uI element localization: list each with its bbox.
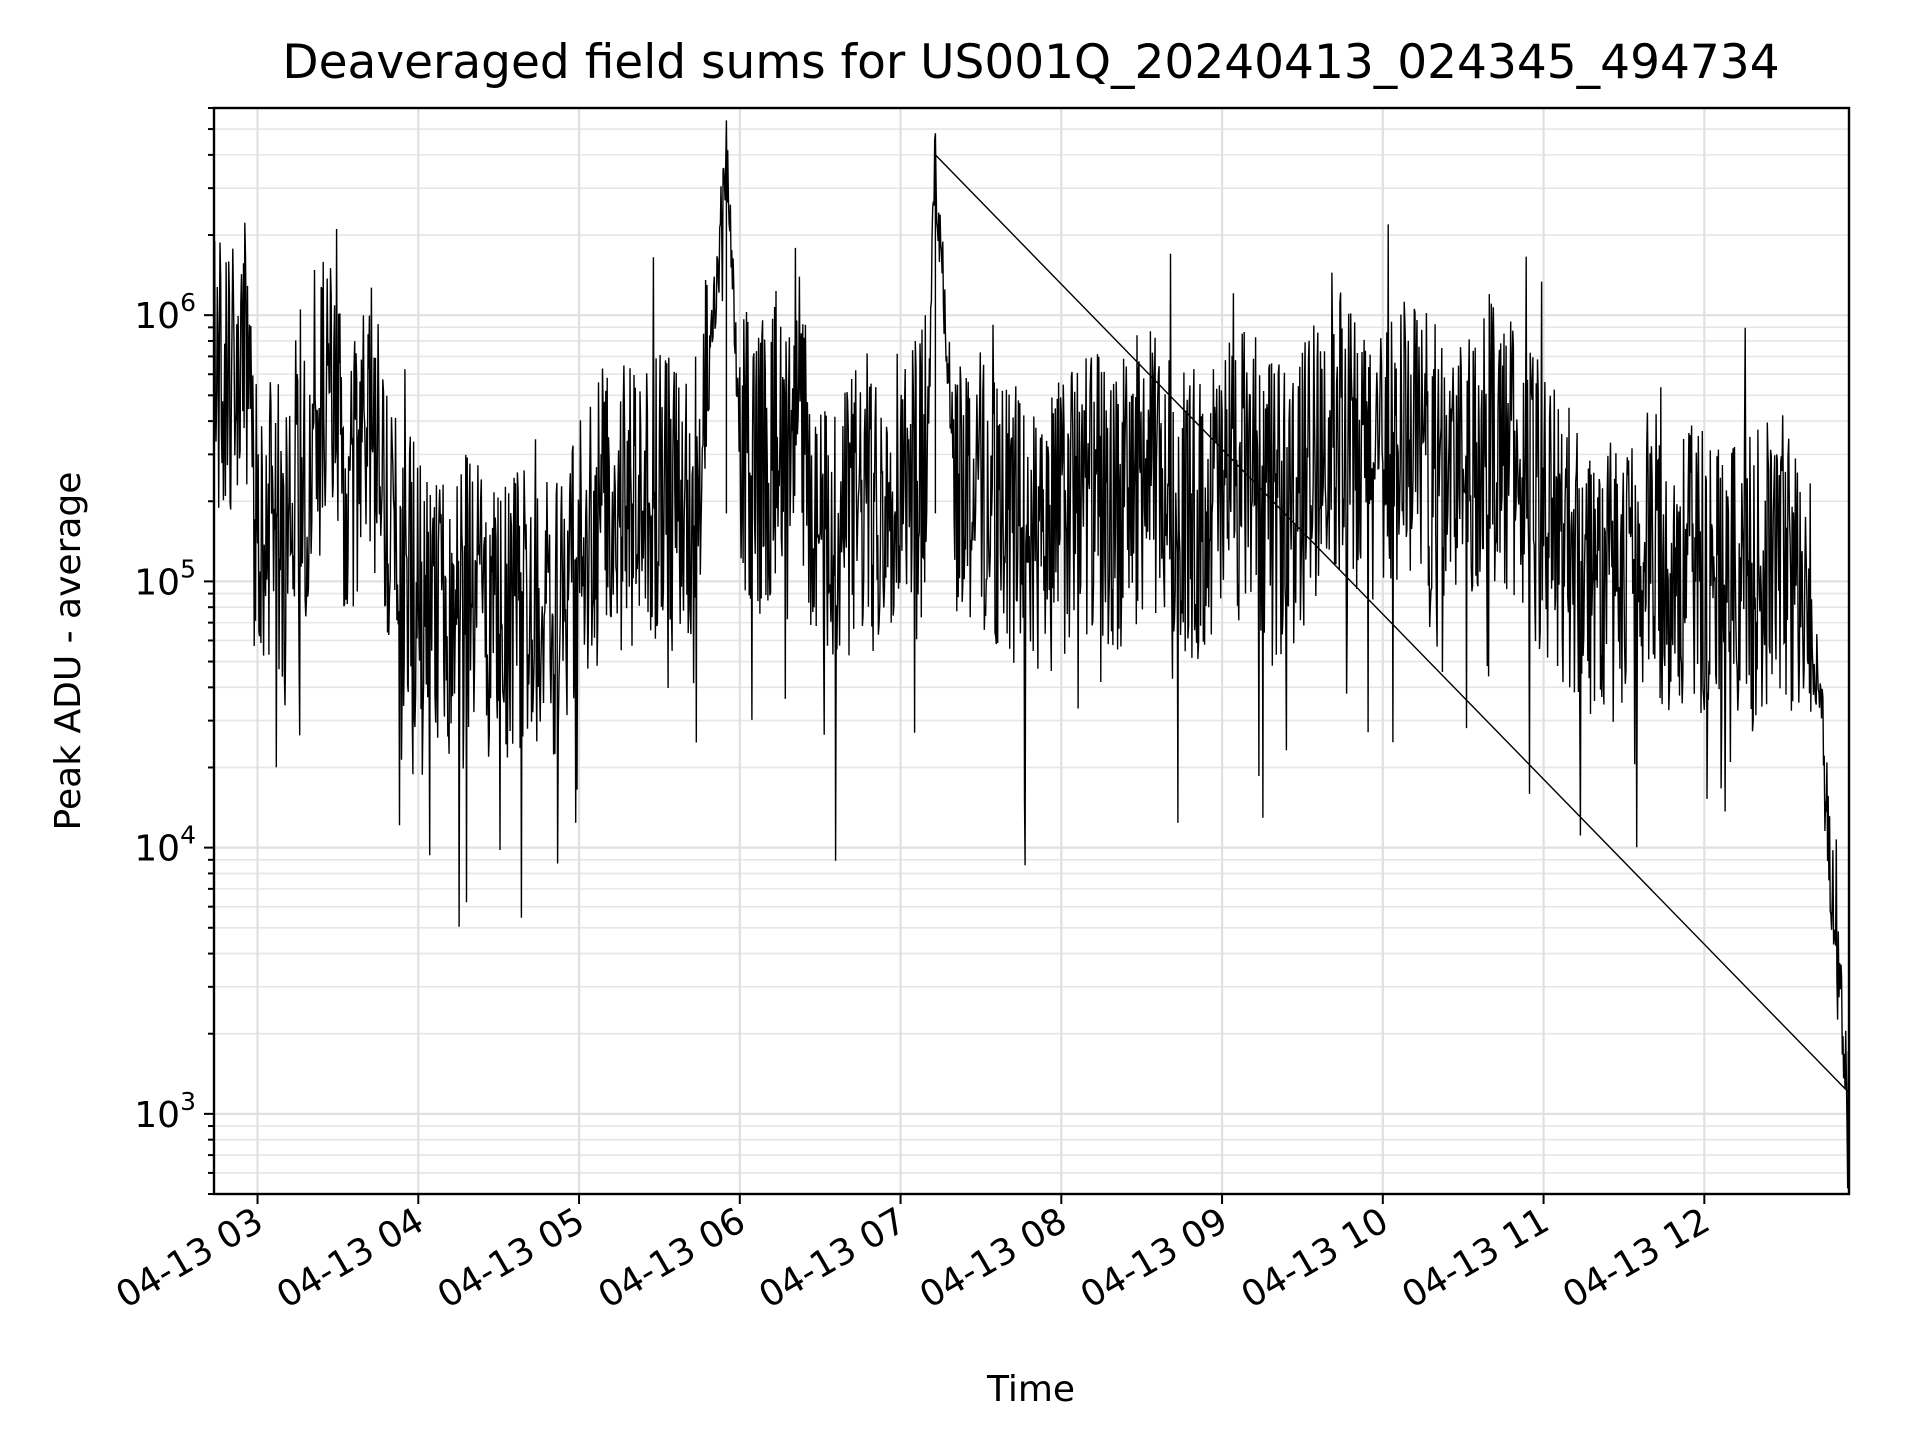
y-axis-ticks: 103 104 105 106 [134, 107, 214, 1195]
x-tick-label: 04-13 03 [109, 1200, 270, 1316]
y-tick-label: 106 [134, 288, 196, 337]
y-tick-label: 105 [134, 554, 196, 603]
x-tick-label: 04-13 11 [1395, 1200, 1556, 1316]
series-line [214, 120, 1850, 1189]
x-tick-label: 04-13 12 [1556, 1200, 1717, 1316]
x-tick-label: 04-13 07 [752, 1200, 913, 1316]
x-tick-label: 04-13 04 [270, 1200, 431, 1316]
y-tick-label: 103 [134, 1087, 196, 1136]
x-tick-label: 04-13 05 [431, 1200, 592, 1316]
y-tick-label: 104 [134, 821, 196, 870]
plot-frame [212, 106, 1851, 1196]
y-axis-label: Peak ADU - average [48, 472, 89, 831]
x-axis-ticks: 04-13 03 04-13 04 04-13 05 04-13 06 04-13 07… [109, 1194, 1717, 1317]
x-tick-label: 04-13 10 [1235, 1200, 1396, 1316]
series-layer [214, 120, 1850, 1189]
x-tick-label: 04-13 08 [913, 1200, 1074, 1316]
x-axis-label: Time [986, 1369, 1075, 1410]
chart-title: Deaveraged field sums for US001Q_2024041… [282, 35, 1779, 90]
x-tick-label: 04-13 06 [592, 1200, 753, 1316]
x-tick-label: 04-13 09 [1074, 1200, 1235, 1316]
